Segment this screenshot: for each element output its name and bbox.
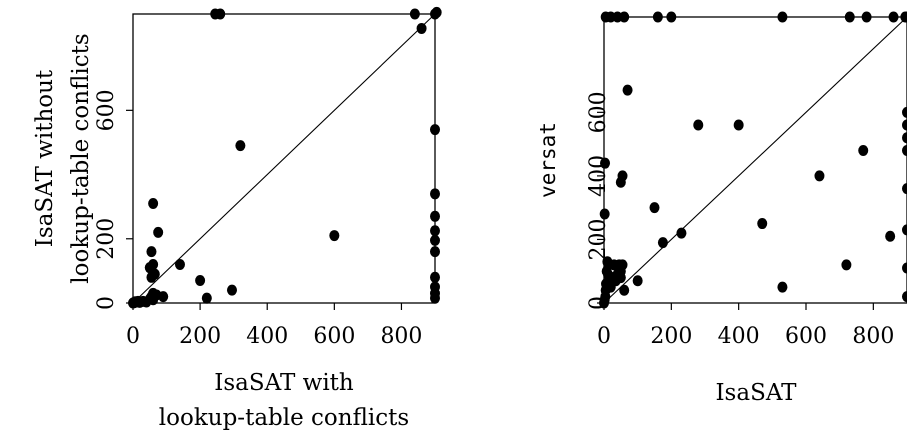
y-tick-label: 600 — [94, 89, 119, 131]
chart-panel-1: 0 200 400 600 800 0 200 600 IsaSAT with lookup-ta… — [32, 6, 442, 431]
data-point — [148, 197, 159, 209]
data-point — [676, 227, 687, 239]
data-point — [409, 8, 420, 20]
x-axis-label: IsaSAT with — [214, 370, 354, 396]
data-point — [329, 230, 340, 242]
data-point — [902, 132, 907, 144]
x-tick-label: 400 — [246, 324, 288, 349]
data-point — [174, 258, 185, 270]
data-point — [844, 11, 855, 23]
plot-frame — [132, 13, 436, 304]
y-axis-label: IsaSAT without — [32, 69, 58, 247]
data-point — [858, 144, 869, 156]
data-point — [430, 234, 440, 246]
data-point — [153, 226, 164, 238]
data-point — [615, 272, 626, 284]
data-point — [885, 230, 896, 242]
y-tick-label: 600 — [586, 91, 611, 133]
data-point — [652, 11, 663, 23]
data-point — [902, 144, 907, 156]
data-point — [902, 262, 907, 274]
data-point — [226, 284, 237, 296]
data-point — [599, 208, 610, 220]
data-point — [902, 183, 907, 195]
y-axis-label: versat — [536, 122, 560, 198]
y-axis-label: lookup-table conflicts — [68, 33, 94, 283]
x-tick-label: 200 — [650, 324, 692, 349]
data-point — [416, 22, 427, 34]
x-axis-label: IsaSAT — [715, 380, 797, 406]
data-point — [902, 224, 907, 236]
data-point — [430, 210, 440, 222]
x-tick-label: 0 — [597, 324, 611, 349]
x-tick-label: 600 — [785, 324, 827, 349]
data-point — [622, 84, 633, 96]
data-point — [148, 258, 159, 270]
data-point — [902, 119, 907, 131]
data-point — [902, 106, 907, 118]
data-point — [619, 284, 630, 296]
data-point — [431, 6, 442, 18]
data-point — [215, 8, 226, 20]
data-point — [430, 246, 440, 258]
data-point — [617, 170, 628, 182]
data-point — [777, 281, 788, 293]
data-point — [201, 292, 212, 304]
x-tick-label: 400 — [718, 324, 760, 349]
data-point — [430, 124, 440, 136]
data-point — [430, 271, 440, 283]
data-point — [666, 11, 677, 23]
data-point — [600, 157, 611, 169]
data-point — [777, 11, 788, 23]
data-point — [617, 259, 628, 271]
data-point — [235, 140, 246, 152]
data-point — [888, 11, 899, 23]
y-tick-label: 0 — [94, 296, 119, 310]
data-point — [158, 291, 169, 303]
data-point — [861, 11, 872, 23]
data-point — [195, 275, 206, 287]
data-point — [632, 275, 643, 287]
y-tick-label: 200 — [94, 218, 119, 260]
y-tick-label: 200 — [586, 218, 611, 260]
x-tick-label: 0 — [126, 324, 140, 349]
diagonal-line — [132, 13, 436, 304]
data-point — [733, 119, 744, 131]
data-point — [657, 237, 668, 249]
x-tick-label: 800 — [380, 324, 422, 349]
x-axis-label: lookup-table conflicts — [159, 405, 409, 431]
data-point — [649, 202, 660, 214]
data-point — [902, 291, 907, 303]
data-point — [430, 225, 440, 237]
x-tick-label: 600 — [313, 324, 355, 349]
diagonal-line — [603, 16, 907, 304]
x-tick-label: 200 — [179, 324, 221, 349]
data-point — [902, 11, 907, 23]
data-point — [430, 188, 440, 200]
data-point — [814, 170, 825, 182]
x-tick-label: 800 — [852, 324, 894, 349]
data-point — [757, 218, 768, 230]
data-point — [693, 119, 704, 131]
data-point — [430, 292, 440, 304]
data-point — [619, 11, 630, 23]
data-point — [841, 259, 852, 271]
data-point — [146, 246, 157, 258]
